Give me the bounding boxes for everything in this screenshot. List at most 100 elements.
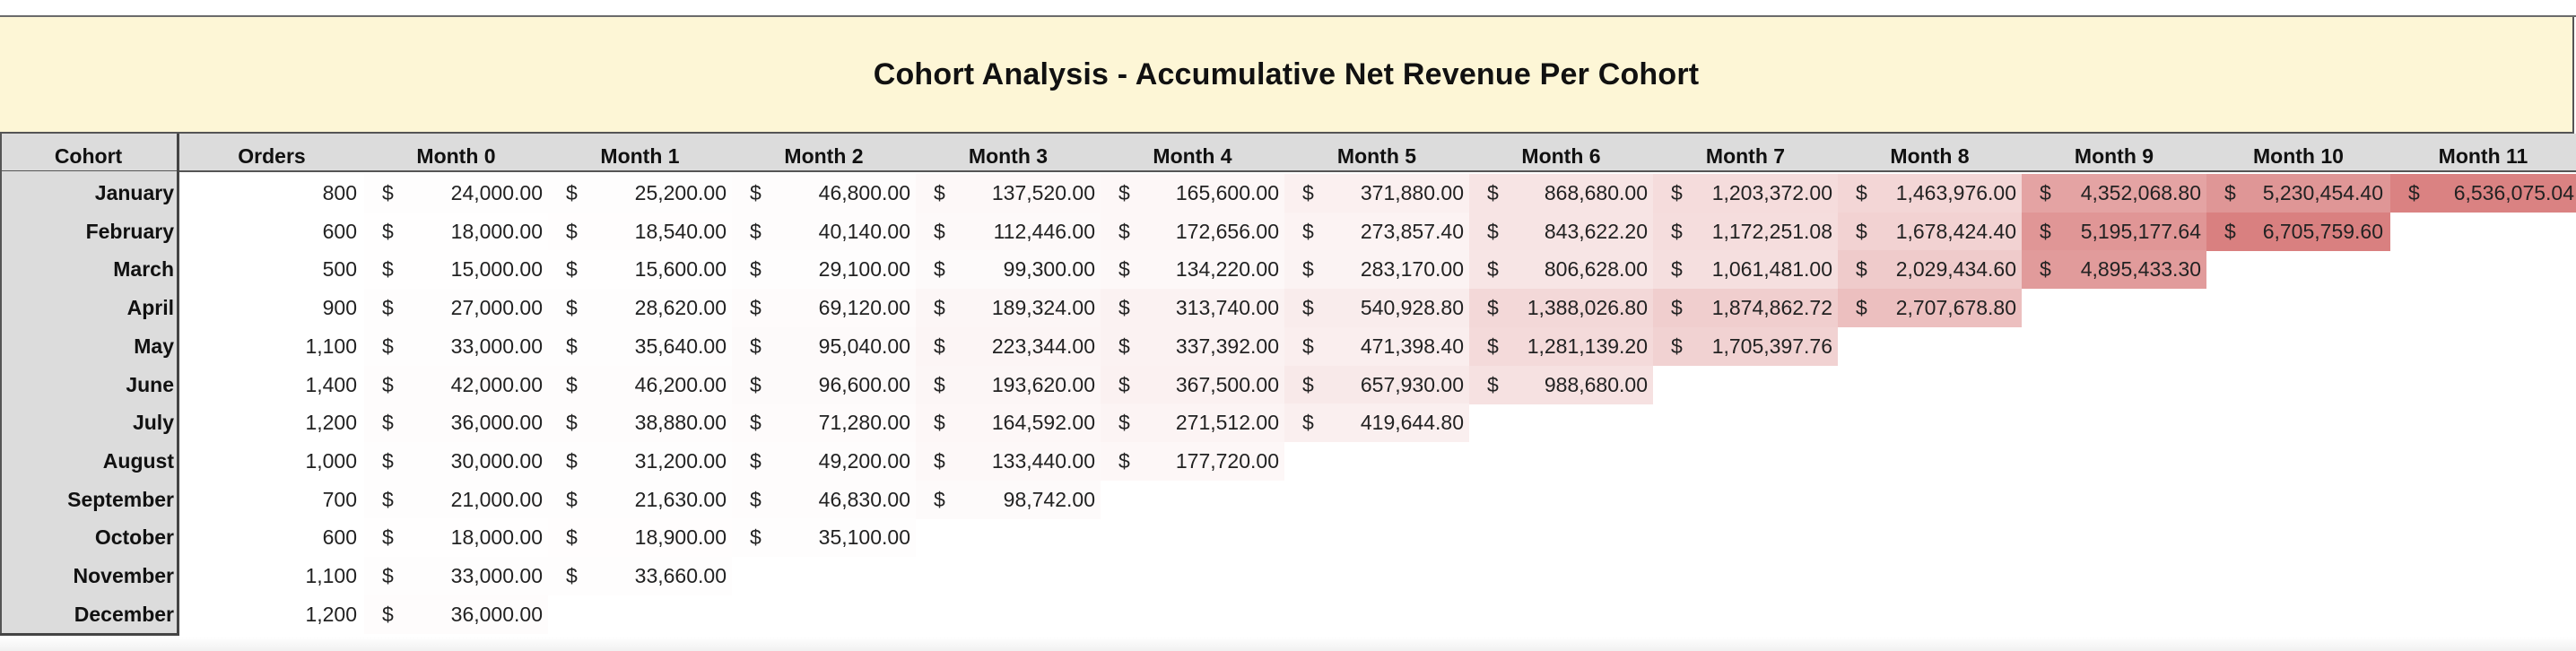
revenue-cell[interactable]: $71,280.00 bbox=[732, 404, 916, 443]
header-month-2[interactable]: Month 2 bbox=[784, 144, 864, 168]
revenue-cell[interactable]: $1,061,481.00 bbox=[1653, 250, 1838, 290]
cohort-label[interactable]: October bbox=[94, 525, 174, 550]
revenue-cell[interactable]: $36,000.00 bbox=[364, 595, 548, 634]
revenue-cell[interactable]: $5,230,454.40 bbox=[2206, 174, 2390, 213]
revenue-cell[interactable]: $313,740.00 bbox=[1101, 289, 1284, 328]
revenue-cell[interactable]: $806,628.00 bbox=[1469, 250, 1653, 290]
revenue-cell[interactable]: $134,220.00 bbox=[1101, 250, 1284, 290]
orders-cell[interactable]: 1,100 bbox=[305, 564, 357, 587]
cohort-label[interactable]: August bbox=[102, 448, 174, 473]
revenue-cell[interactable]: $1,388,026.80 bbox=[1469, 289, 1653, 328]
revenue-cell[interactable]: $2,707,678.80 bbox=[1838, 289, 2022, 328]
cohort-label[interactable]: July bbox=[132, 411, 174, 435]
revenue-cell[interactable]: $137,520.00 bbox=[916, 174, 1101, 213]
header-month-5[interactable]: Month 5 bbox=[1336, 144, 1417, 168]
title-band[interactable]: Cohort Analysis - Accumulative Net Reven… bbox=[0, 17, 2574, 134]
header-month-11[interactable]: Month 11 bbox=[2438, 144, 2528, 168]
orders-cell[interactable]: 500 bbox=[322, 257, 357, 282]
header-month-1[interactable]: Month 1 bbox=[600, 144, 680, 168]
revenue-cell[interactable]: $18,000.00 bbox=[364, 212, 548, 251]
header-month-4[interactable]: Month 4 bbox=[1153, 144, 1232, 168]
orders-cell[interactable]: 1,000 bbox=[305, 448, 357, 473]
revenue-cell[interactable]: $27,000.00 bbox=[364, 289, 548, 328]
orders-cell[interactable]: 900 bbox=[322, 296, 357, 320]
revenue-cell[interactable]: $24,000.00 bbox=[364, 174, 548, 213]
revenue-cell[interactable]: $18,000.00 bbox=[364, 518, 548, 558]
orders-cell[interactable]: 700 bbox=[322, 487, 357, 511]
header-month-7[interactable]: Month 7 bbox=[1705, 144, 1786, 168]
revenue-cell[interactable]: $46,200.00 bbox=[548, 365, 732, 404]
revenue-cell[interactable]: $18,900.00 bbox=[548, 518, 732, 558]
revenue-cell[interactable]: $25,200.00 bbox=[548, 174, 732, 213]
header-month-0[interactable]: Month 0 bbox=[416, 144, 496, 168]
revenue-cell[interactable]: $21,630.00 bbox=[548, 480, 732, 519]
revenue-cell[interactable]: $69,120.00 bbox=[732, 289, 916, 328]
revenue-cell[interactable]: $1,463,976.00 bbox=[1838, 174, 2022, 213]
revenue-cell[interactable]: $40,140.00 bbox=[732, 212, 916, 251]
orders-cell[interactable]: 600 bbox=[322, 219, 357, 243]
revenue-cell[interactable]: $35,100.00 bbox=[732, 518, 916, 558]
revenue-cell[interactable]: $4,352,068.80 bbox=[2022, 174, 2206, 213]
revenue-cell[interactable]: $30,000.00 bbox=[364, 441, 548, 481]
cohort-label[interactable]: September bbox=[67, 487, 174, 511]
revenue-cell[interactable]: $6,705,759.60 bbox=[2206, 212, 2390, 251]
revenue-cell[interactable]: $1,281,139.20 bbox=[1469, 326, 1653, 366]
header-month-10[interactable]: Month 10 bbox=[2253, 144, 2344, 168]
revenue-cell[interactable]: $1,874,862.72 bbox=[1653, 289, 1838, 328]
orders-cell[interactable]: 800 bbox=[322, 181, 357, 204]
orders-cell[interactable]: 1,200 bbox=[305, 602, 357, 626]
revenue-cell[interactable]: $31,200.00 bbox=[548, 441, 732, 481]
header-month-8[interactable]: Month 8 bbox=[1890, 144, 1970, 168]
revenue-cell[interactable]: $283,170.00 bbox=[1284, 250, 1469, 290]
header-month-3[interactable]: Month 3 bbox=[968, 144, 1049, 168]
revenue-cell[interactable]: $657,930.00 bbox=[1284, 365, 1469, 404]
revenue-cell[interactable]: $33,000.00 bbox=[364, 557, 548, 595]
revenue-cell[interactable]: $193,620.00 bbox=[916, 365, 1101, 404]
orders-cell[interactable]: 1,400 bbox=[305, 372, 357, 396]
revenue-cell[interactable]: $96,600.00 bbox=[732, 365, 916, 404]
orders-cell[interactable]: 1,200 bbox=[305, 411, 357, 435]
revenue-cell[interactable]: $46,830.00 bbox=[732, 480, 916, 519]
cohort-label[interactable]: February bbox=[85, 219, 174, 243]
revenue-cell[interactable]: $1,172,251.08 bbox=[1653, 212, 1838, 251]
revenue-cell[interactable]: $164,592.00 bbox=[916, 404, 1101, 443]
revenue-cell[interactable]: $15,000.00 bbox=[364, 250, 548, 290]
revenue-cell[interactable]: $471,398.40 bbox=[1284, 326, 1469, 366]
header-month-6[interactable]: Month 6 bbox=[1521, 144, 1601, 168]
revenue-cell[interactable]: $46,800.00 bbox=[732, 174, 916, 213]
revenue-cell[interactable]: $18,540.00 bbox=[548, 212, 732, 251]
revenue-cell[interactable]: $189,324.00 bbox=[916, 289, 1101, 328]
revenue-cell[interactable]: $29,100.00 bbox=[732, 250, 916, 290]
cohort-label[interactable]: March bbox=[113, 257, 174, 282]
revenue-cell[interactable]: $540,928.80 bbox=[1284, 289, 1469, 328]
revenue-cell[interactable]: $2,029,434.60 bbox=[1838, 250, 2022, 290]
revenue-cell[interactable]: $49,200.00 bbox=[732, 441, 916, 481]
revenue-cell[interactable]: $177,720.00 bbox=[1101, 441, 1284, 481]
header-orders[interactable]: Orders bbox=[238, 144, 306, 168]
revenue-cell[interactable]: $35,640.00 bbox=[548, 326, 732, 366]
revenue-cell[interactable]: $988,680.00 bbox=[1469, 365, 1653, 404]
cohort-label[interactable]: November bbox=[73, 564, 174, 587]
revenue-cell[interactable]: $38,880.00 bbox=[548, 404, 732, 443]
orders-cell[interactable]: 600 bbox=[322, 525, 357, 550]
revenue-cell[interactable]: $4,895,433.30 bbox=[2022, 250, 2206, 290]
header-cohort[interactable]: Cohort bbox=[54, 144, 123, 168]
revenue-cell[interactable]: $99,300.00 bbox=[916, 250, 1101, 290]
revenue-cell[interactable]: $98,742.00 bbox=[916, 480, 1101, 519]
revenue-cell[interactable]: $419,644.80 bbox=[1284, 404, 1469, 443]
revenue-cell[interactable]: $868,680.00 bbox=[1469, 174, 1653, 213]
revenue-cell[interactable]: $273,857.40 bbox=[1284, 212, 1469, 251]
cohort-label[interactable]: April bbox=[126, 296, 174, 320]
revenue-cell[interactable]: $1,203,372.00 bbox=[1653, 174, 1838, 213]
revenue-cell[interactable]: $15,600.00 bbox=[548, 250, 732, 290]
revenue-cell[interactable]: $367,500.00 bbox=[1101, 365, 1284, 404]
revenue-cell[interactable]: $6,536,075.04 bbox=[2390, 174, 2576, 213]
revenue-cell[interactable]: $1,705,397.76 bbox=[1653, 326, 1838, 366]
revenue-cell[interactable]: $1,678,424.40 bbox=[1838, 212, 2022, 251]
revenue-cell[interactable]: $371,880.00 bbox=[1284, 174, 1469, 213]
revenue-cell[interactable]: $172,656.00 bbox=[1101, 212, 1284, 251]
cohort-label[interactable]: June bbox=[126, 372, 174, 396]
cohort-label[interactable]: May bbox=[134, 334, 174, 358]
revenue-cell[interactable]: $223,344.00 bbox=[916, 326, 1101, 366]
revenue-cell[interactable]: $133,440.00 bbox=[916, 441, 1101, 481]
